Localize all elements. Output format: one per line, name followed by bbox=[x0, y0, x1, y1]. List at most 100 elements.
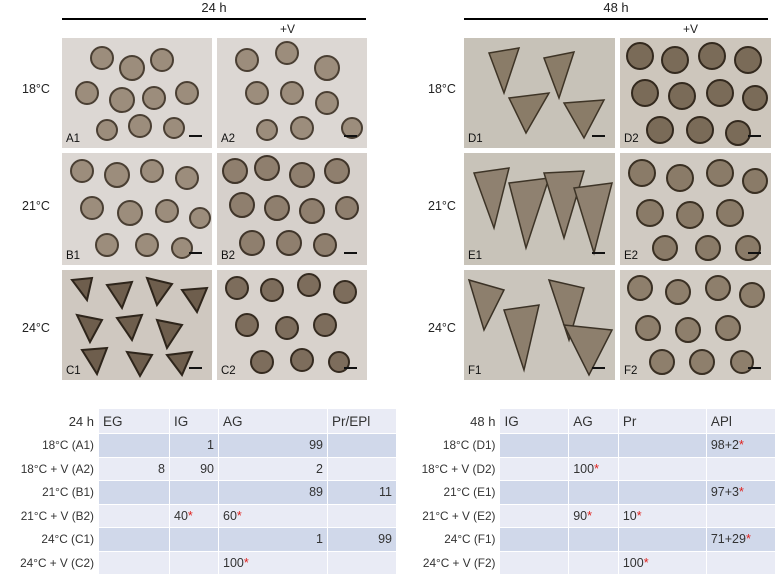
cell: 10* bbox=[618, 504, 707, 528]
table-48h-corner: 48 h bbox=[412, 409, 501, 434]
table-row: 21°C (B1) 89 11 bbox=[2, 481, 397, 505]
cell bbox=[618, 457, 707, 481]
scale-bar bbox=[344, 252, 357, 254]
table-24h-col-ig: IG bbox=[170, 409, 219, 434]
cell bbox=[99, 481, 170, 505]
cell bbox=[569, 551, 619, 575]
photo-label-a1: A1 bbox=[66, 133, 81, 145]
cell bbox=[99, 528, 170, 552]
larvae-photo-f1 bbox=[467, 278, 614, 377]
row-label: 18°C (D1) bbox=[412, 434, 501, 458]
cell: 97+3* bbox=[706, 481, 776, 505]
table-row: 24°C + V (F2) 100* bbox=[412, 551, 776, 575]
photo-c2: C2 bbox=[217, 270, 367, 380]
photo-label-e2: E2 bbox=[624, 250, 639, 262]
cell bbox=[170, 481, 219, 505]
cell bbox=[500, 457, 570, 481]
larvae-photo-e2 bbox=[628, 159, 768, 261]
table-row: 18°C (A1) 1 99 bbox=[2, 434, 397, 458]
photo-label-d2: D2 bbox=[624, 133, 639, 145]
photo-label-c2: C2 bbox=[221, 365, 236, 377]
row-label: 24°C + V (F2) bbox=[412, 551, 501, 575]
table-48h-col-apl: APl bbox=[706, 409, 776, 434]
table-24h-corner: 24 h bbox=[2, 409, 99, 434]
cell: 90* bbox=[569, 504, 619, 528]
scale-bar bbox=[189, 367, 202, 369]
larvae-photo-b1 bbox=[70, 159, 211, 259]
cell bbox=[569, 528, 619, 552]
cell: 100* bbox=[569, 457, 619, 481]
row-label: 21°C + V (B2) bbox=[2, 504, 99, 528]
row-label: 24°C (F1) bbox=[412, 528, 501, 552]
photo-d2: D2 bbox=[620, 38, 771, 148]
right-header-rule bbox=[464, 18, 768, 20]
left-temp-24: 24°C bbox=[22, 321, 50, 335]
row-label: 21°C (B1) bbox=[2, 481, 99, 505]
table-48h-col-pr: Pr bbox=[618, 409, 707, 434]
table-24h-col-ag: AG bbox=[219, 409, 328, 434]
photo-label-f1: F1 bbox=[468, 365, 482, 377]
photo-b2: B2 bbox=[217, 153, 367, 265]
larvae-photo-c2 bbox=[225, 273, 357, 374]
left-temp-21: 21°C bbox=[22, 199, 50, 213]
table-48h-header-row: 48 h IG AG Pr APl bbox=[412, 409, 776, 434]
table-row: 21°C + V (B2) 40* 60* bbox=[2, 504, 397, 528]
cell bbox=[328, 457, 397, 481]
row-label: 24°C (C1) bbox=[2, 528, 99, 552]
table-48h-col-ag: AG bbox=[569, 409, 619, 434]
photo-e1: E1 bbox=[464, 153, 615, 265]
cell: 40* bbox=[170, 504, 219, 528]
cell bbox=[99, 504, 170, 528]
photo-label-c1: C1 bbox=[66, 365, 81, 377]
table-row: 18°C + V (A2) 8 90 2 bbox=[2, 457, 397, 481]
row-label: 18°C (A1) bbox=[2, 434, 99, 458]
photo-label-f2: F2 bbox=[624, 365, 638, 377]
cell: 2 bbox=[219, 457, 328, 481]
cell bbox=[328, 504, 397, 528]
right-temp-21: 21°C bbox=[428, 199, 456, 213]
larvae-photo-d1 bbox=[487, 47, 606, 140]
photo-label-d1: D1 bbox=[468, 133, 483, 145]
table-row: 24°C (F1) 71+29* bbox=[412, 528, 776, 552]
photo-a1: A1 bbox=[62, 38, 212, 148]
scale-bar bbox=[748, 135, 761, 137]
cell bbox=[706, 504, 776, 528]
cell bbox=[170, 528, 219, 552]
left-header-rule bbox=[62, 18, 366, 20]
scale-bar bbox=[344, 367, 357, 369]
cell bbox=[569, 434, 619, 458]
table-24h: 24 h EG IG AG Pr/EPl 18°C (A1) 1 99 18°C… bbox=[2, 409, 397, 575]
cell bbox=[99, 551, 170, 575]
cell bbox=[618, 481, 707, 505]
table-row: 24°C + V (C2) 100* bbox=[2, 551, 397, 575]
scale-bar bbox=[748, 252, 761, 254]
table-row: 24°C (C1) 1 99 bbox=[2, 528, 397, 552]
scale-bar bbox=[748, 367, 761, 369]
cell bbox=[618, 434, 707, 458]
table-48h-col-ig: IG bbox=[500, 409, 570, 434]
photo-label-e1: E1 bbox=[468, 250, 483, 262]
cell bbox=[569, 481, 619, 505]
scale-bar bbox=[344, 135, 357, 137]
larvae-photo-d2 bbox=[626, 42, 768, 146]
cell: 71+29* bbox=[706, 528, 776, 552]
photo-b1: B1 bbox=[62, 153, 212, 265]
photo-f1: F1 bbox=[464, 270, 615, 380]
table-24h-header-row: 24 h EG IG AG Pr/EPl bbox=[2, 409, 397, 434]
cell bbox=[99, 434, 170, 458]
cell: 99 bbox=[328, 528, 397, 552]
row-label: 21°C (E1) bbox=[412, 481, 501, 505]
cell bbox=[618, 528, 707, 552]
cell bbox=[706, 551, 776, 575]
larvae-photo-c1 bbox=[70, 276, 209, 379]
cell: 98+2* bbox=[706, 434, 776, 458]
photo-label-a2: A2 bbox=[221, 133, 236, 145]
table-row: 21°C (E1) 97+3* bbox=[412, 481, 776, 505]
table-row: 18°C + V (D2) 100* bbox=[412, 457, 776, 481]
cell bbox=[500, 551, 570, 575]
larvae-photo-b2 bbox=[222, 155, 359, 257]
row-label: 24°C + V (C2) bbox=[2, 551, 99, 575]
scale-bar bbox=[189, 252, 202, 254]
cell bbox=[500, 504, 570, 528]
photo-d1: D1 bbox=[464, 38, 615, 148]
